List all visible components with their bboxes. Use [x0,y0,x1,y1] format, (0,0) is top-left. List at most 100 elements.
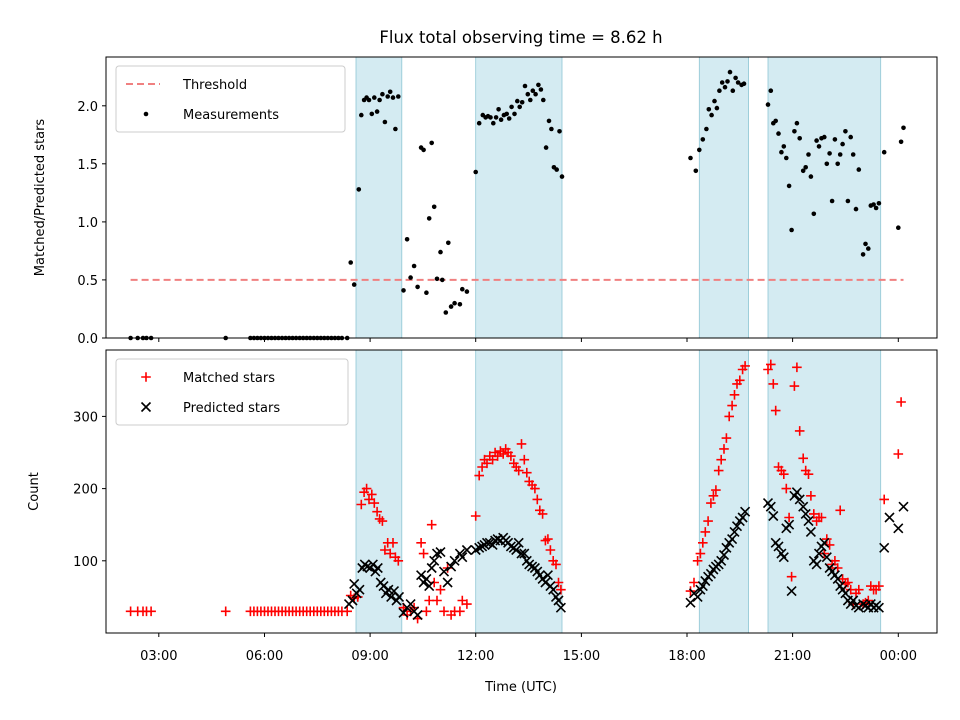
top-point-0-101 [549,126,554,132]
bottom-point-0-61 [426,519,437,530]
top-point-0-81 [496,107,501,112]
top-point-0-95 [533,91,538,97]
bottom-legend-swatch-1 [140,401,152,413]
top-point-0-41 [369,111,375,117]
top-panel: 0.0 0.5 1.0 1.5 2.0 Matched/Predicted stars Th… [33,56,938,347]
bottom-point-1-35 [446,561,457,572]
bottom-point-0-43 [372,506,382,517]
top-point-0-157 [850,152,856,157]
bottom-point-1-36 [449,555,460,566]
bottom-point-0-153 [835,505,845,516]
top-point-0-154 [843,129,848,134]
bottom-point-1-92 [737,512,748,523]
bottom-point-0-88 [513,465,524,476]
bottom-point-0-128 [768,379,779,389]
top-point-0-161 [863,241,868,247]
top-point-0-59 [424,290,429,296]
bottom-point-0-138 [794,426,805,436]
bottom-y-tick-label-0: 100 [73,555,98,570]
top-point-0-87 [512,111,517,117]
top-point-0-49 [390,95,396,100]
top-point-0-80 [493,115,499,120]
bottom-observing-window-3 [767,349,882,634]
top-y-tick-label-2: 1.0 [77,216,98,231]
top-point-0-152 [837,152,843,157]
bottom-point-1-135 [873,602,884,613]
bottom-point-0-110 [700,527,711,537]
top-point-0-128 [773,118,778,124]
top-point-0-134 [789,227,794,233]
top-point-0-50 [393,126,398,132]
top-legend-label-0: Threshold [182,78,247,93]
bottom-point-1-1 [347,595,358,606]
bottom-point-0-127 [766,359,776,370]
bottom-point-0-116 [716,454,726,465]
top-point-0-143 [814,138,819,143]
x-tick-label-0: 03:00 [140,649,177,664]
top-point-0-113 [712,98,717,104]
chart-title: Flux total observing time = 8.62 h [379,28,662,47]
top-point-0-122 [735,80,741,85]
bottom-series-matched-stars [125,359,906,624]
bottom-point-0-118 [721,433,732,443]
bottom-point-0-74 [477,462,487,472]
bottom-point-0-108 [695,548,706,559]
bottom-point-0-59 [421,606,432,617]
bottom-point-0-115 [713,465,724,476]
top-point-0-97 [538,87,544,92]
top-point-0-96 [536,82,541,88]
bottom-point-1-85 [718,549,730,561]
top-y-tick-label-0: 0.0 [77,332,98,347]
bottom-point-1-39 [461,544,472,556]
bottom-point-0-73 [474,470,484,481]
bottom-point-0-71 [462,599,472,609]
top-point-0-167 [881,149,887,155]
top-legend-box [115,65,346,133]
x-tick-label-3: 12:00 [457,649,494,664]
top-point-0-34 [348,260,354,265]
top-point-0-133 [786,183,792,189]
bottom-point-0-45 [377,516,388,526]
top-point-0-166 [876,201,882,206]
top-point-0-124 [741,81,747,86]
bottom-point-0-134 [784,512,794,523]
top-point-0-117 [722,84,728,90]
top-point-0-120 [730,88,736,93]
bottom-point-0-91 [522,467,532,478]
bottom-point-1-11 [372,562,383,574]
top-point-0-64 [438,249,443,255]
bottom-point-1-93 [740,506,751,517]
top-point-0-55 [411,263,417,269]
top-y-axis-label: Matched/Predicted stars [33,119,48,277]
bottom-point-0-168 [879,494,889,505]
top-point-0-72 [464,289,470,294]
top-point-0-108 [697,147,702,153]
bottom-point-0-94 [530,483,540,494]
top-y-tick-label-4: 2.0 [77,100,98,115]
bottom-point-0-4 [146,606,156,617]
bottom-point-0-49 [388,538,398,548]
bottom-point-1-136 [879,542,890,553]
bottom-point-0-126 [763,364,773,375]
bottom-point-1-89 [729,526,740,537]
bottom-point-1-29 [426,562,437,574]
bottom-point-0-105 [685,586,696,596]
bottom-point-0-48 [385,548,395,559]
top-point-0-91 [522,83,528,89]
bottom-point-1-100 [778,552,789,563]
top-point-0-160 [860,252,866,257]
top-point-0-135 [792,129,797,134]
bottom-point-1-112 [811,559,822,570]
bottom-point-0-102 [551,559,561,570]
bottom-point-0-112 [706,498,716,508]
top-point-0-56 [415,284,420,290]
top-point-0-104 [557,129,562,134]
top-point-0-46 [382,119,388,125]
bottom-point-0-58 [418,548,429,559]
bottom-point-1-73 [685,597,696,608]
bottom-point-1-9 [367,559,378,570]
bottom-point-0-125 [740,361,750,371]
x-tick-label-7: 00:00 [880,649,917,664]
top-point-0-106 [688,155,693,161]
